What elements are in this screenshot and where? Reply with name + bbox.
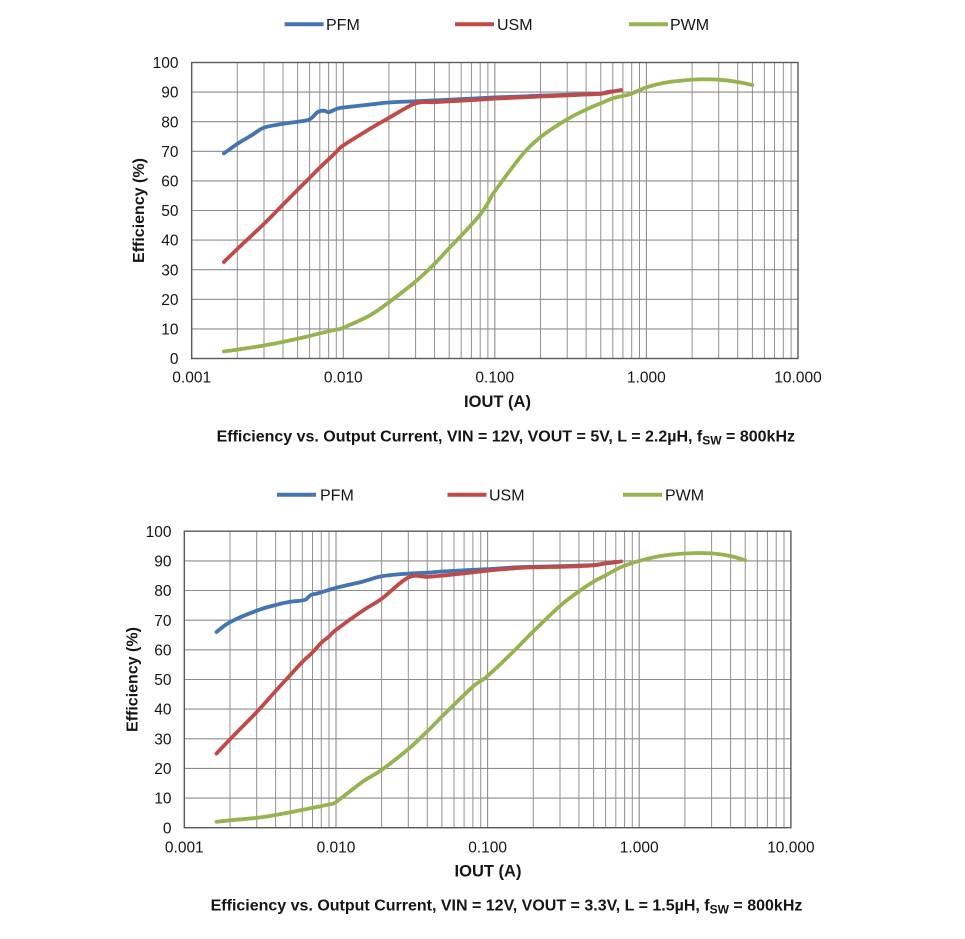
svg-text:0: 0 bbox=[170, 351, 179, 368]
svg-text:50: 50 bbox=[154, 672, 172, 689]
svg-text:Efficiency vs. Output Current,: Efficiency vs. Output Current, VIN = 12V… bbox=[217, 428, 795, 447]
svg-text:60: 60 bbox=[161, 174, 179, 191]
svg-text:60: 60 bbox=[154, 642, 172, 659]
svg-text:0.001: 0.001 bbox=[172, 369, 211, 386]
svg-text:0.010: 0.010 bbox=[324, 369, 363, 386]
svg-text:PWM: PWM bbox=[665, 488, 704, 505]
svg-text:90: 90 bbox=[161, 85, 179, 102]
svg-text:20: 20 bbox=[161, 292, 179, 309]
svg-text:USM: USM bbox=[489, 488, 525, 505]
svg-text:0.100: 0.100 bbox=[475, 369, 514, 386]
svg-text:20: 20 bbox=[154, 761, 172, 778]
svg-text:100: 100 bbox=[153, 55, 179, 72]
svg-text:90: 90 bbox=[154, 554, 172, 571]
svg-text:10.000: 10.000 bbox=[774, 369, 822, 386]
svg-text:PFM: PFM bbox=[320, 488, 354, 505]
svg-text:0.001: 0.001 bbox=[165, 840, 204, 857]
svg-text:PFM: PFM bbox=[326, 17, 360, 34]
svg-text:30: 30 bbox=[161, 262, 179, 279]
svg-text:IOUT (A): IOUT (A) bbox=[464, 393, 531, 411]
svg-text:10: 10 bbox=[161, 322, 179, 339]
svg-text:50: 50 bbox=[161, 203, 179, 220]
svg-text:100: 100 bbox=[146, 524, 172, 541]
svg-text:40: 40 bbox=[154, 702, 172, 719]
svg-text:10: 10 bbox=[154, 791, 172, 808]
svg-text:0: 0 bbox=[163, 820, 172, 837]
svg-text:70: 70 bbox=[154, 613, 172, 630]
svg-text:80: 80 bbox=[161, 114, 179, 131]
svg-text:80: 80 bbox=[154, 583, 172, 600]
svg-text:IOUT (A): IOUT (A) bbox=[455, 862, 522, 880]
svg-text:40: 40 bbox=[161, 233, 179, 250]
svg-text:10.000: 10.000 bbox=[767, 840, 815, 857]
svg-text:Efficiency (%): Efficiency (%) bbox=[131, 158, 148, 263]
svg-text:1.000: 1.000 bbox=[627, 369, 666, 386]
svg-text:USM: USM bbox=[497, 17, 533, 34]
svg-text:Efficiency (%): Efficiency (%) bbox=[125, 627, 142, 732]
svg-text:PWM: PWM bbox=[670, 17, 709, 34]
svg-text:0.100: 0.100 bbox=[468, 840, 507, 857]
svg-text:0.010: 0.010 bbox=[317, 840, 356, 857]
svg-text:30: 30 bbox=[154, 731, 172, 748]
svg-text:70: 70 bbox=[161, 144, 179, 161]
svg-text:1.000: 1.000 bbox=[620, 840, 659, 857]
svg-text:Efficiency vs. Output Current,: Efficiency vs. Output Current, VIN = 12V… bbox=[211, 898, 803, 917]
